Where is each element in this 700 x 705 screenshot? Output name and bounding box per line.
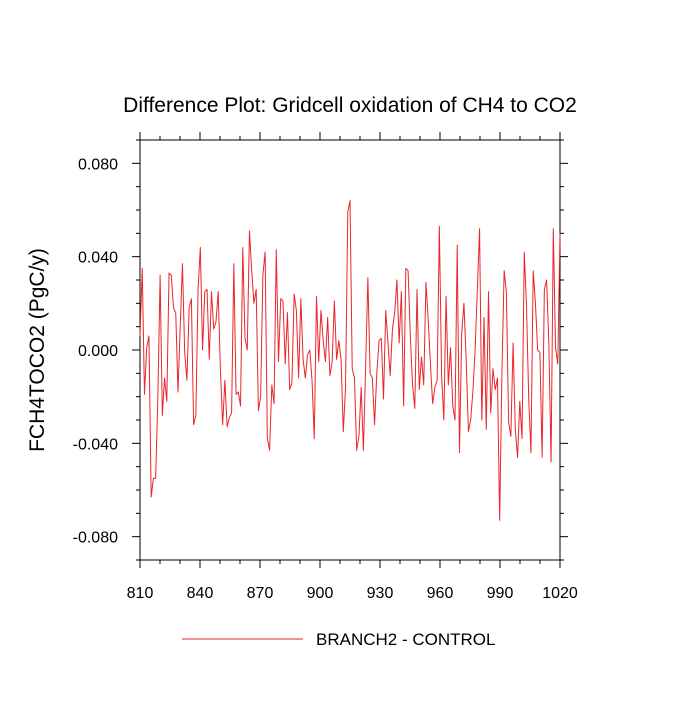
y-axis-ticks <box>132 139 568 561</box>
x-tick-label: 960 <box>427 585 454 602</box>
chart-title: Difference Plot: Gridcell oxidation of C… <box>123 94 577 117</box>
y-tick-label: 0.080 <box>78 156 118 173</box>
legend-label: BRANCH2 - CONTROL <box>316 630 495 649</box>
y-axis-tick-labels: -0.080 -0.040 0.000 0.040 0.080 <box>73 156 118 546</box>
y-tick-label: -0.080 <box>73 530 118 547</box>
x-tick-label: 840 <box>187 585 214 602</box>
x-tick-label: 990 <box>487 585 514 602</box>
x-axis-ticks <box>139 132 561 568</box>
series-line-branch2-control <box>139 200 561 521</box>
x-tick-label: 900 <box>307 585 334 602</box>
legend: BRANCH2 - CONTROL <box>182 630 495 649</box>
x-tick-label: 810 <box>127 585 154 602</box>
x-axis-tick-labels: 810 840 870 900 930 960 990 1020 <box>127 585 578 602</box>
x-tick-label: 1020 <box>542 585 578 602</box>
y-tick-label: -0.040 <box>73 436 118 453</box>
y-tick-label: 0.040 <box>78 250 118 267</box>
y-axis-label: FCH4TOCO2 (PgC/y) <box>26 248 49 452</box>
x-tick-label: 930 <box>367 585 394 602</box>
y-tick-label: 0.000 <box>78 343 118 360</box>
x-tick-label: 870 <box>247 585 274 602</box>
